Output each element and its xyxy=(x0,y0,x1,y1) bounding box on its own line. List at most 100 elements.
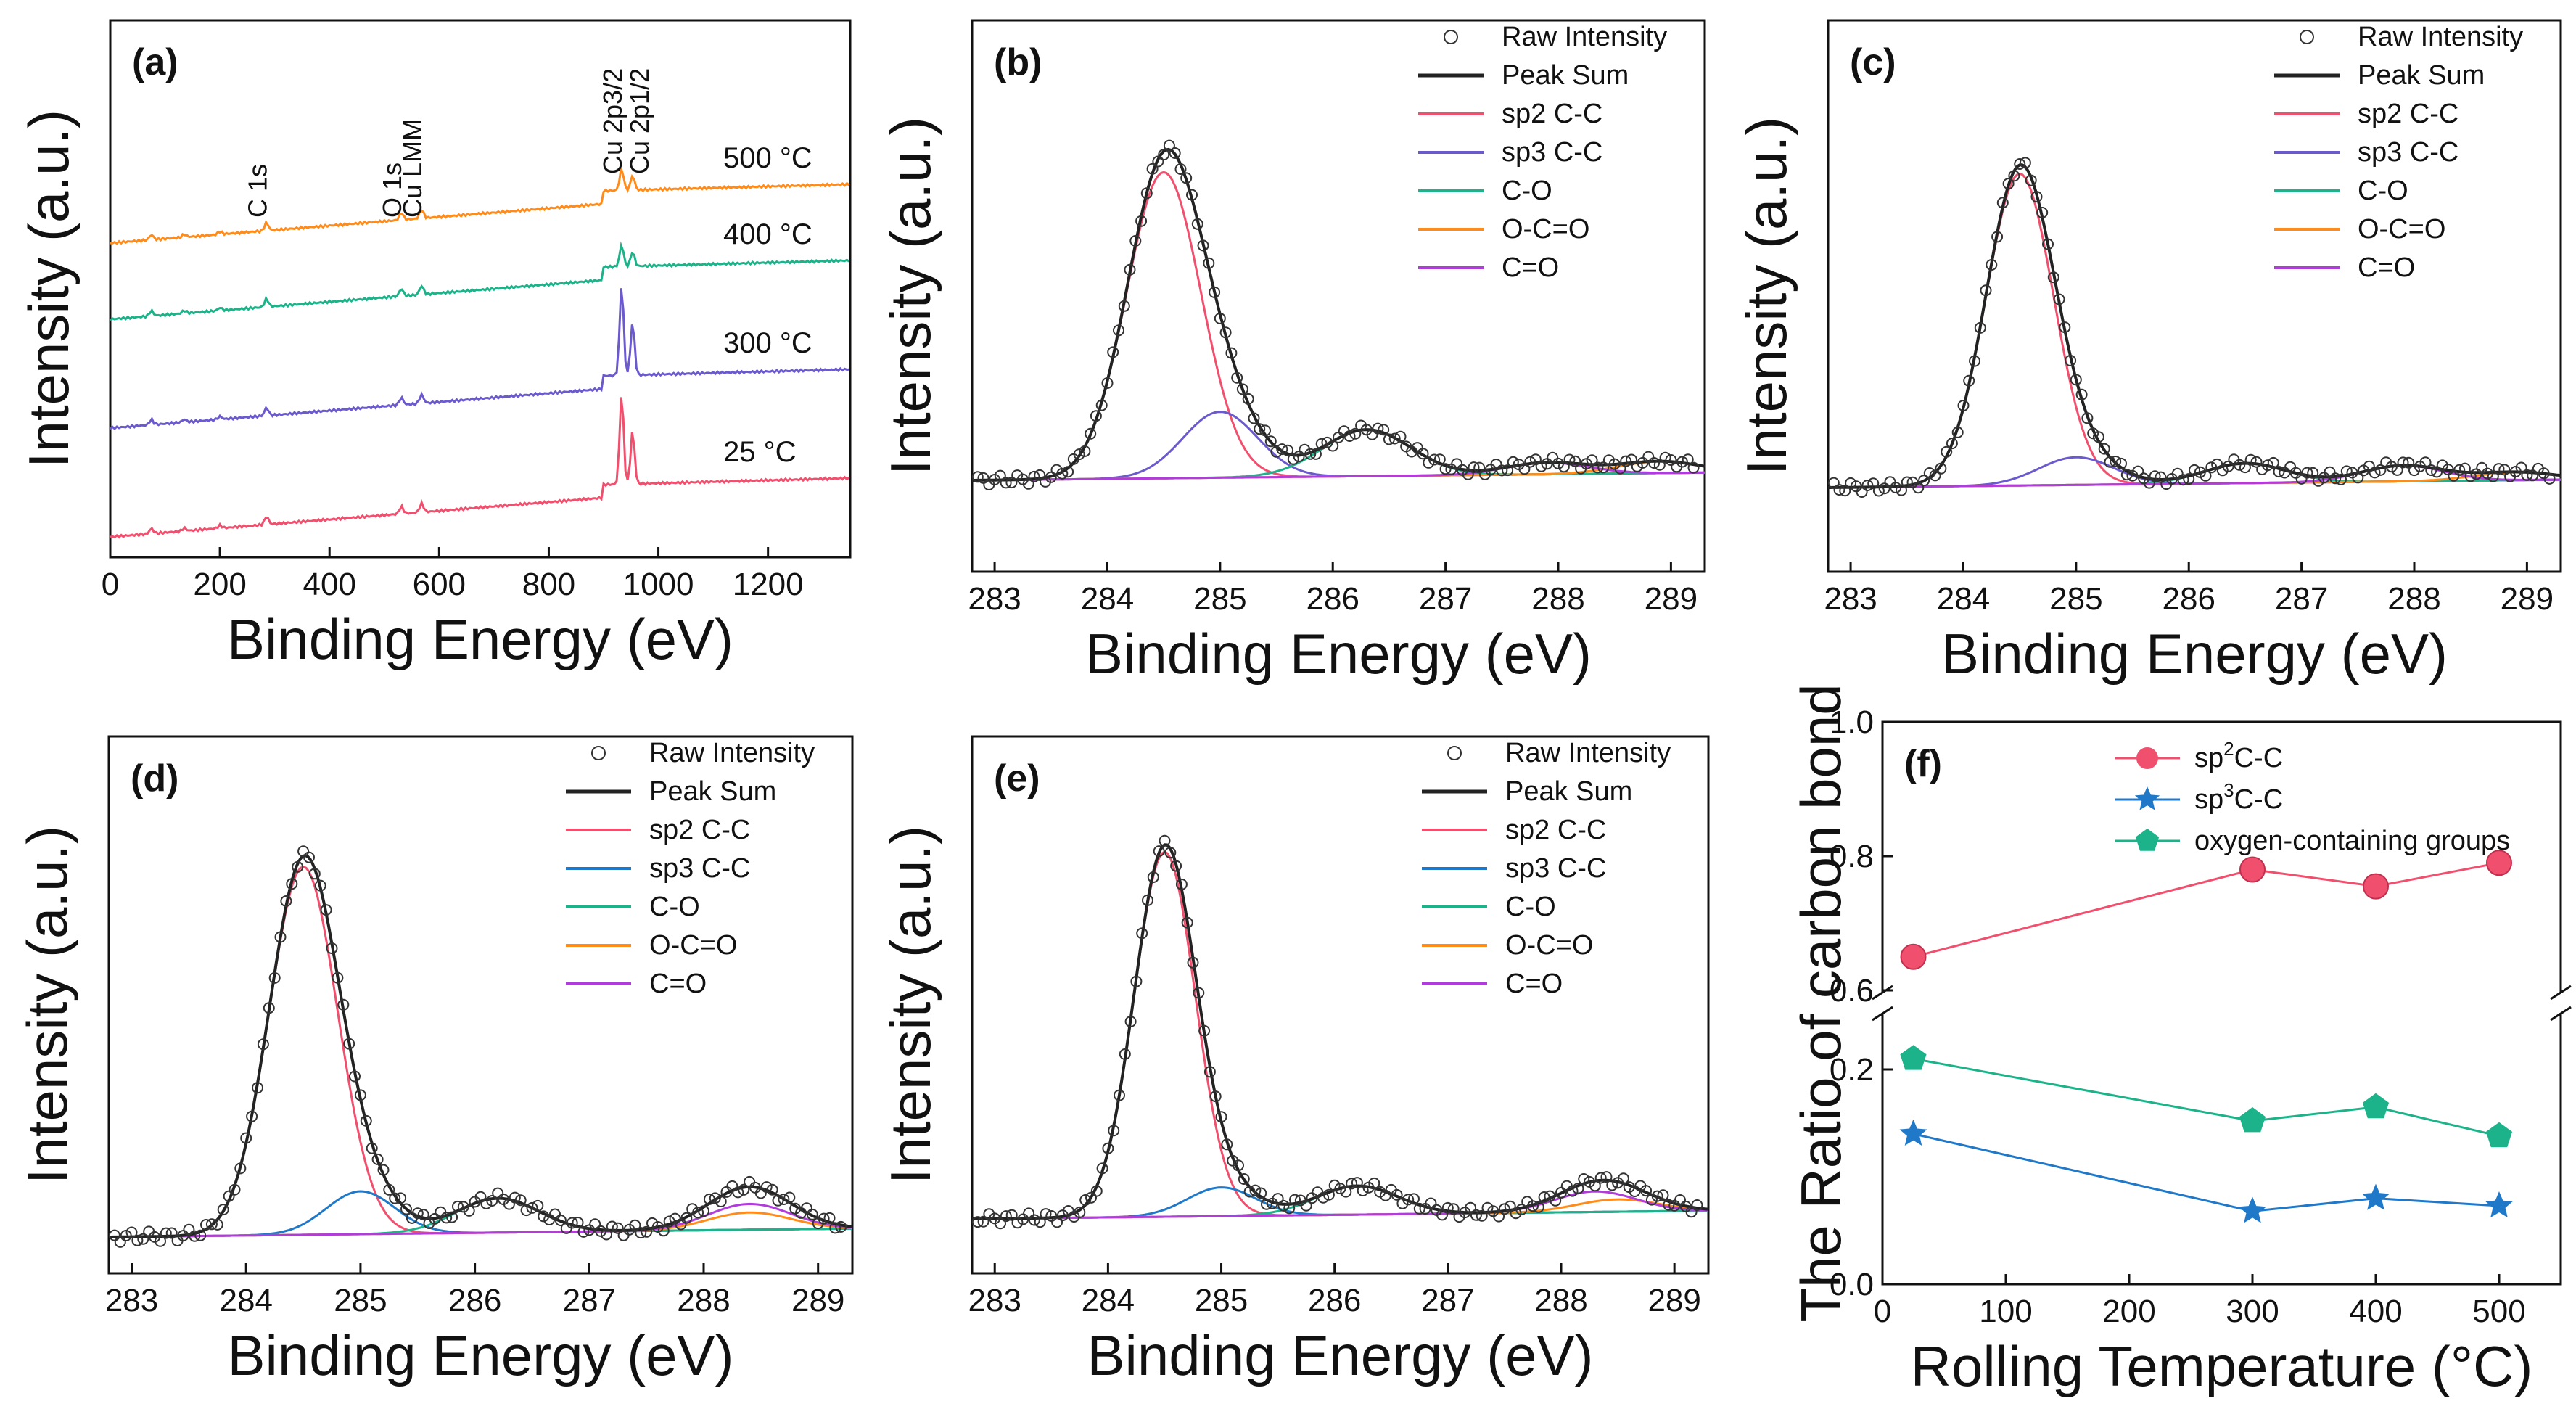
raw-point xyxy=(657,1225,670,1237)
raw-point xyxy=(1129,235,1142,247)
raw-point xyxy=(1529,453,1542,466)
raw-point xyxy=(1465,1201,1477,1214)
raw-point xyxy=(2092,431,2104,443)
panel-label: (e) xyxy=(994,757,1040,800)
raw-point xyxy=(205,1218,218,1231)
raw-point xyxy=(709,1192,721,1204)
raw-point xyxy=(1651,1190,1663,1202)
data-point-oxygen xyxy=(2485,1122,2513,1148)
raw-point xyxy=(549,1208,561,1220)
raw-point xyxy=(1476,1209,1488,1222)
axes-frame-c xyxy=(1827,19,2562,573)
legend-label: sp2C-C xyxy=(2194,738,2283,773)
raw-point xyxy=(108,1229,120,1241)
raw-point xyxy=(1481,1201,1494,1214)
raw-point xyxy=(1118,300,1130,312)
raw-point xyxy=(1986,259,1998,271)
raw-point xyxy=(200,1219,212,1231)
raw-point xyxy=(2019,157,2031,169)
raw-point xyxy=(1827,477,1840,489)
raw-point xyxy=(1687,461,1700,474)
raw-point xyxy=(1685,1206,1698,1218)
raw-point xyxy=(829,1222,841,1234)
raw-point xyxy=(2244,453,2257,466)
x-tick-label: 283 xyxy=(105,1283,158,1318)
legend-label: Raw Intensity xyxy=(649,738,815,768)
raw-point xyxy=(2030,191,2043,203)
raw-point xyxy=(1374,1186,1386,1198)
panel-d: 283 284 285 286 287 288 289 Binding Energy (eV)… xyxy=(15,735,854,1387)
raw-point xyxy=(417,1209,429,1221)
raw-point xyxy=(234,1162,247,1175)
panel-b: 283 284 285 286 287 288 289 Binding Energy (eV)… xyxy=(878,19,1706,686)
raw-point xyxy=(2183,473,2195,485)
y-tick-label: 0.2 xyxy=(1830,1052,1874,1088)
raw-point xyxy=(2008,170,2020,182)
raw-point xyxy=(223,1190,235,1202)
raw-point xyxy=(1289,1194,1301,1206)
x-tick-label: 283 xyxy=(1824,581,1877,617)
raw-point xyxy=(1901,476,1913,488)
raw-point xyxy=(183,1223,195,1236)
raw-point xyxy=(2262,459,2273,472)
raw-point xyxy=(1090,410,1102,422)
raw-point xyxy=(686,1203,699,1215)
raw-point xyxy=(1175,878,1188,890)
raw-point xyxy=(1255,1187,1267,1199)
legend-main: sp xyxy=(2194,784,2223,815)
raw-point xyxy=(1974,321,1986,334)
legend-label: C=O xyxy=(2358,252,2415,283)
raw-point xyxy=(1626,453,1637,466)
raw-point xyxy=(2234,459,2246,471)
raw-point xyxy=(360,1114,372,1127)
peak-annotation: O 1s xyxy=(377,163,407,218)
raw-point xyxy=(1555,1186,1567,1199)
raw-point xyxy=(2425,464,2437,476)
raw-point xyxy=(1423,456,1435,469)
raw-point xyxy=(1349,427,1362,440)
data-point-sp2 xyxy=(1900,943,1927,970)
raw-point xyxy=(1170,860,1182,872)
raw-point xyxy=(2419,456,2432,469)
axis-break-mark xyxy=(2550,985,2572,1001)
raw-point xyxy=(2267,456,2279,469)
panel-label: (c) xyxy=(1850,41,1896,83)
raw-point xyxy=(641,1225,653,1238)
raw-point xyxy=(2374,464,2387,476)
raw-point xyxy=(783,1191,796,1204)
raw-point xyxy=(1136,927,1148,940)
raw-point xyxy=(1163,139,1175,152)
x-tick-label: 287 xyxy=(1421,1283,1474,1318)
raw-point xyxy=(1614,462,1626,475)
raw-point xyxy=(2340,465,2353,477)
raw-point xyxy=(177,1230,189,1242)
raw-point xyxy=(1594,1172,1607,1184)
raw-point xyxy=(1203,1066,1216,1078)
raw-point xyxy=(835,1220,847,1233)
raw-point xyxy=(977,472,989,484)
raw-point xyxy=(1028,470,1040,482)
raw-point xyxy=(532,1199,544,1212)
raw-point xyxy=(1085,427,1097,440)
raw-point xyxy=(2065,355,2077,366)
raw-point xyxy=(1408,1193,1420,1205)
raw-point xyxy=(1946,438,1958,450)
raw-point xyxy=(601,1228,612,1241)
raw-point xyxy=(1090,1185,1103,1197)
raw-point xyxy=(1368,1177,1380,1189)
axis-break-mark xyxy=(2550,1006,2572,1022)
raw-point xyxy=(297,845,310,858)
raw-point xyxy=(595,1225,607,1237)
series-line-1 xyxy=(1913,1133,2500,1212)
legend-swatch xyxy=(1444,30,1458,44)
legend-label: Raw Intensity xyxy=(1502,22,1667,52)
raw-point xyxy=(1569,455,1581,467)
raw-point xyxy=(1225,347,1238,359)
raw-point xyxy=(2329,472,2342,485)
panel-label: (f) xyxy=(1904,743,1942,785)
raw-point xyxy=(1580,458,1592,470)
raw-point xyxy=(995,1217,1006,1230)
axes-frame-b xyxy=(971,19,1706,573)
raw-point xyxy=(2149,470,2161,482)
raw-point xyxy=(400,1203,412,1215)
